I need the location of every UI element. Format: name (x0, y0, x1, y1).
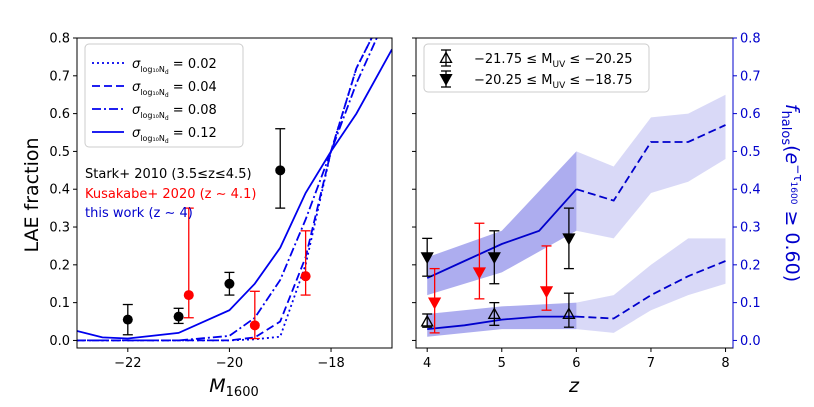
y-tick-label-right: 0.0 (740, 334, 761, 349)
x-tick-label: 6 (572, 356, 580, 371)
stark-point (224, 278, 235, 289)
y-tick-label: 0.3 (49, 221, 70, 236)
obs-point-2 (539, 286, 554, 299)
y-tick-label: 0.6 (49, 107, 70, 122)
obs-point-2 (427, 297, 442, 310)
model-line-0.08 (77, 38, 378, 342)
y-tick-label: 0.4 (49, 183, 70, 198)
right-legend-box (423, 43, 650, 93)
legend-marker (439, 73, 453, 86)
stark-point (122, 314, 133, 325)
y-tick-label-right: 0.2 (740, 258, 761, 273)
kusakabe-point (249, 320, 260, 331)
kusakabe-point (300, 271, 311, 282)
x-tick-label: 5 (498, 356, 506, 371)
annotation-stark: Stark+ 2010 (3.5≤z≤4.5) (85, 167, 252, 182)
x-tick-label: 8 (721, 356, 729, 371)
legend-label-0.12: σlog₁₀Nd = 0.12 (132, 126, 217, 145)
x-tick-label: −18 (317, 356, 344, 371)
left-legend: σlog₁₀Nd = 0.02 σlog₁₀Nd = 0.04 σlog₁₀Nd =… (84, 43, 244, 148)
y-tick-label: 0.5 (49, 145, 70, 160)
x-tick-label: 4 (423, 356, 431, 371)
left-panel: −22 −20 −18 0.0 0.1 0.2 0.3 0.4 0.5 0.6 0.7 0.8 LAE… (21, 32, 393, 400)
right-ylabel: fhalos(e−τ1600 ≥ 0.60) (778, 104, 805, 282)
legend-label-0.04: σlog₁₀Nd = 0.04 (132, 80, 217, 99)
legend-marker (439, 51, 453, 64)
obs-point-1 (487, 252, 501, 265)
y-tick-label-right: 0.1 (740, 296, 761, 311)
kusakabe-point (183, 290, 194, 301)
y-tick-label: 0.2 (49, 258, 70, 273)
y-tick-label: 0.0 (49, 334, 70, 349)
obs-point-2 (472, 267, 487, 280)
left-ylabel: LAE fraction (21, 137, 43, 252)
stark-point (173, 311, 184, 322)
annotation-kusakabe: Kusakabe+ 2020 (z ∼ 4.1) (85, 187, 256, 202)
faint-median-solid (427, 315, 577, 330)
bright-band-ext (576, 94, 726, 239)
x-tick-label: 7 (647, 356, 655, 371)
y-tick-label-right: 0.7 (740, 69, 761, 84)
bright-band (427, 151, 577, 296)
legend-label: −20.25 ≤ MUV ≤ −18.75 (474, 73, 633, 91)
right-legend: −21.75 ≤ MUV ≤ −20.25 −20.25 ≤ MUV ≤ −18.… (423, 43, 650, 93)
legend-label-0.02: σlog₁₀Nd = 0.02 (132, 57, 217, 76)
bright-median-dashed (576, 124, 726, 202)
obs-point-1 (562, 233, 576, 246)
left-legend-box (84, 43, 244, 148)
y-tick-label: 0.1 (49, 296, 70, 311)
right-xlabel: z (568, 375, 580, 397)
faint-median-dashed (576, 260, 726, 320)
y-tick-label-right: 0.6 (740, 107, 761, 122)
legend-label-0.08: σlog₁₀Nd = 0.08 (132, 103, 217, 122)
left-axes-frame (76, 37, 393, 349)
bright-median-solid (426, 188, 578, 279)
x-tick-label: −22 (114, 356, 141, 371)
annotation-this-work: this work (z ∼ 4) (85, 206, 193, 221)
obs-point-1 (420, 252, 434, 265)
faint-band-ext (576, 238, 726, 333)
x-tick-label: −20 (216, 356, 243, 371)
obs-point-0 (562, 307, 576, 320)
y-tick-label: 0.7 (49, 69, 70, 84)
y-tick-label-right: 0.8 (740, 32, 761, 47)
right-panel: 4 5 6 7 8 0.0 0.1 0.2 0.3 0.4 0.5 0.6 0.7 0.8 z fhalo… (412, 32, 805, 397)
stark-point (275, 165, 286, 176)
obs-point-0 (487, 307, 501, 320)
left-xlabel: M1600 (209, 375, 259, 400)
legend-label: −21.75 ≤ MUV ≤ −20.25 (474, 52, 633, 70)
y-tick-label-right: 0.4 (740, 183, 761, 198)
y-tick-label-right: 0.5 (740, 145, 761, 160)
obs-point-0 (420, 314, 434, 327)
y-tick-label: 0.8 (49, 32, 70, 47)
model-line-0.12 (77, 48, 392, 340)
y-tick-label-right: 0.3 (740, 221, 761, 236)
